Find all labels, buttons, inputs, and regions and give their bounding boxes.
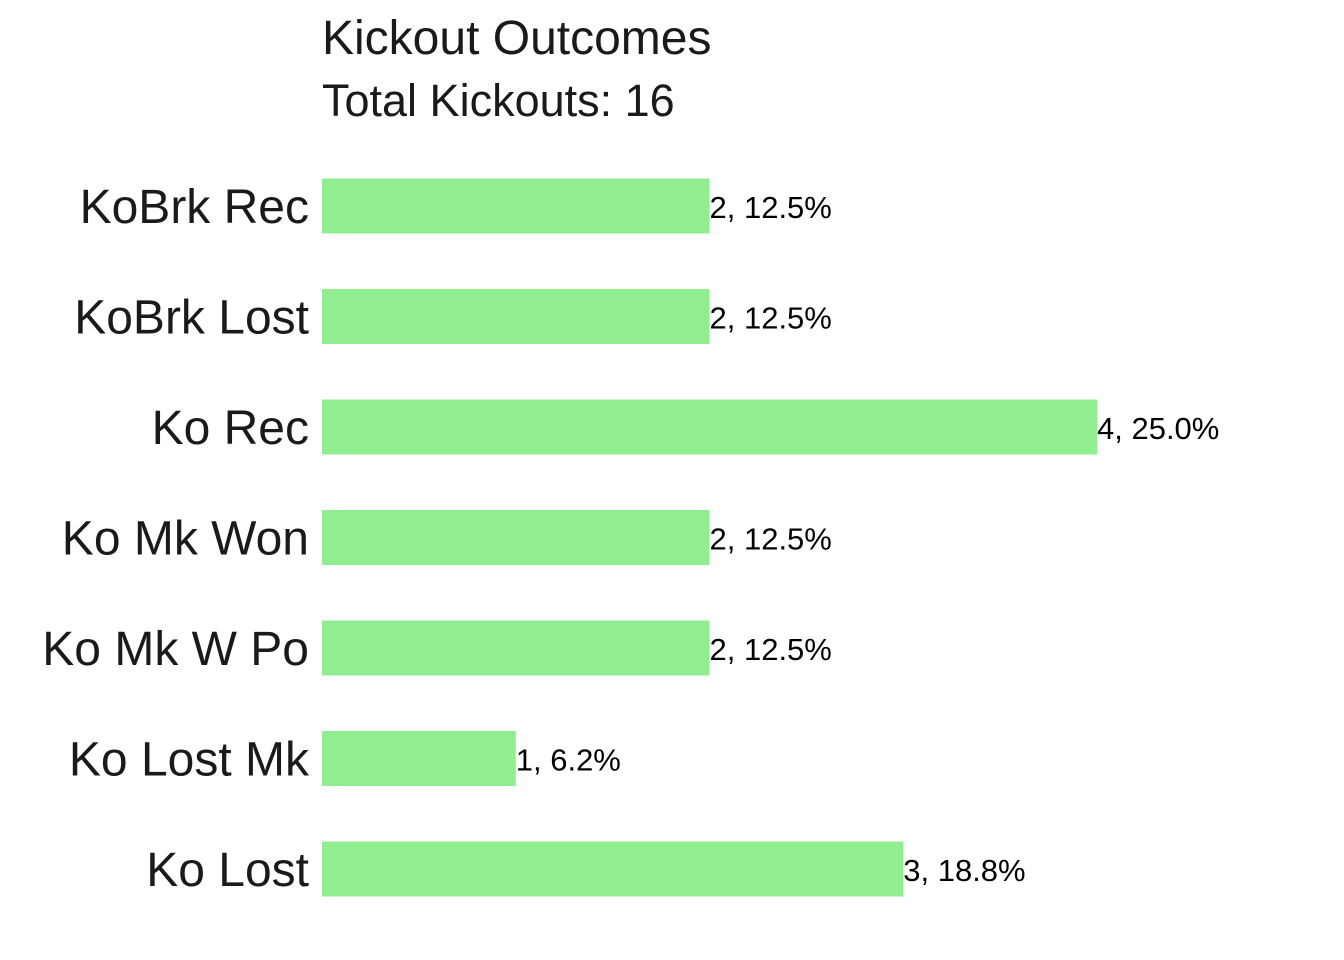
- bar: [322, 620, 710, 676]
- category-label: Ko Rec: [152, 402, 309, 455]
- bar: [322, 289, 710, 344]
- chart-subtitle: Total Kickouts: 16: [322, 75, 675, 126]
- bar: [322, 510, 710, 565]
- category-label: KoBrk Rec: [80, 181, 309, 234]
- plot-area: KoBrk Rec 2, 12.5% KoBrk Lost 2, 12.5% Ko Re…: [42, 178, 1219, 897]
- category-label: Ko Mk W Po: [42, 623, 309, 676]
- chart-title: Kickout Outcomes: [322, 12, 711, 65]
- data-label: 4, 25.0%: [1097, 411, 1219, 446]
- category-label: Ko Lost: [146, 844, 309, 897]
- bar: [322, 841, 904, 897]
- category-label: Ko Mk Won: [62, 513, 309, 566]
- data-label: 2, 12.5%: [710, 632, 832, 667]
- data-label: 2, 12.5%: [710, 522, 832, 557]
- data-label: 2, 12.5%: [710, 190, 832, 225]
- data-label: 3, 18.8%: [903, 853, 1025, 888]
- bar: [322, 178, 710, 234]
- data-label: 1, 6.2%: [516, 743, 621, 778]
- category-label: KoBrk Lost: [74, 292, 309, 345]
- data-label: 2, 12.5%: [710, 301, 832, 336]
- category-label: Ko Lost Mk: [69, 734, 310, 787]
- bar: [322, 399, 1097, 455]
- bar: [322, 731, 516, 786]
